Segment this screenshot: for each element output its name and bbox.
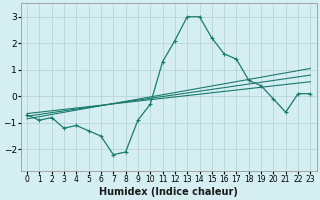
X-axis label: Humidex (Indice chaleur): Humidex (Indice chaleur) [99,187,238,197]
